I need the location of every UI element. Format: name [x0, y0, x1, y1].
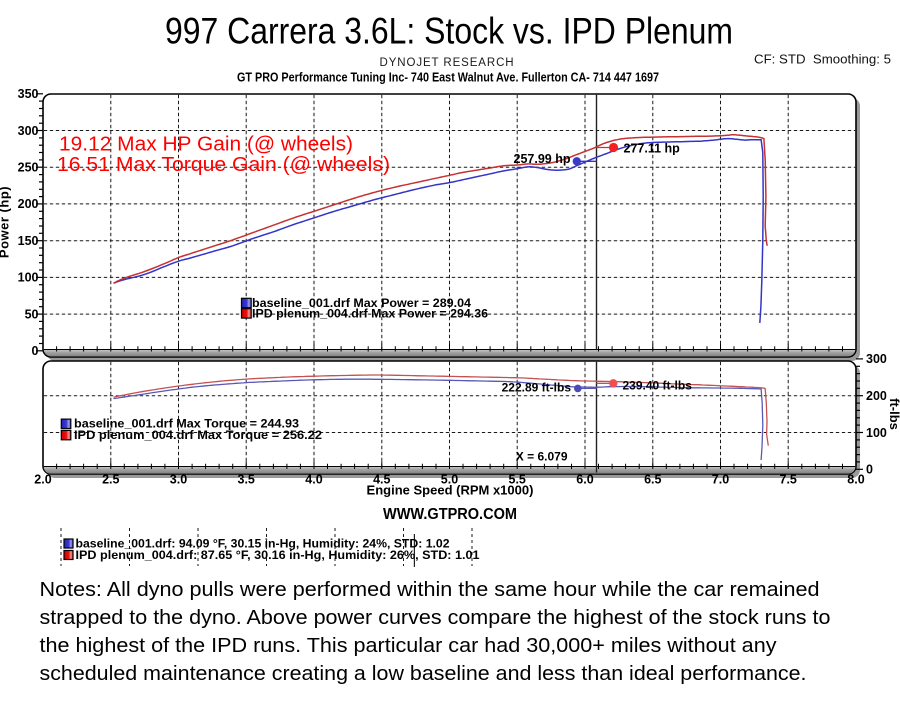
svg-text:350: 350: [18, 87, 39, 101]
svg-text:300: 300: [866, 352, 887, 366]
svg-text:DYNOJET RESEARCH: DYNOJET RESEARCH: [380, 57, 515, 69]
svg-text:277.11 hp: 277.11 hp: [624, 141, 681, 155]
svg-text:100: 100: [18, 271, 39, 285]
svg-text:scheduled maintenance creating: scheduled maintenance creating a low bas…: [40, 662, 807, 685]
svg-text:222.89 ft-lbs: 222.89 ft-lbs: [502, 380, 572, 394]
svg-text:IPD plenum_004.drf Max Torque: IPD plenum_004.drf Max Torque = 256.22: [74, 428, 322, 442]
svg-text:16.51 Max Torque Gain (@ wheel: 16.51 Max Torque Gain (@ wheels): [57, 154, 390, 176]
svg-text:ft-lbs: ft-lbs: [887, 398, 900, 430]
svg-text:5.5: 5.5: [509, 473, 526, 487]
svg-text:3.0: 3.0: [170, 473, 187, 487]
svg-text:WWW.GTPRO.COM: WWW.GTPRO.COM: [383, 506, 517, 523]
svg-text:239.40 ft-lbs: 239.40 ft-lbs: [623, 379, 693, 393]
svg-text:4.5: 4.5: [373, 473, 390, 487]
svg-text:200: 200: [866, 389, 887, 403]
svg-text:IPD plenum_004.drf Max Power =: IPD plenum_004.drf Max Power = 294.36: [252, 306, 488, 320]
svg-text:baseline_001.drf Max Power = 2: baseline_001.drf Max Power = 289.04: [252, 296, 471, 310]
svg-text:997 Carrera 3.6L: Stock vs. IP: 997 Carrera 3.6L: Stock vs. IPD Plenum: [165, 9, 733, 51]
svg-text:Notes: All dyno pulls were per: Notes: All dyno pulls were performed wit…: [40, 578, 820, 601]
svg-text:2.0: 2.0: [34, 473, 51, 487]
svg-text:strapped to the dyno. Above po: strapped to the dyno. Above power curves…: [40, 606, 831, 629]
svg-text:3.5: 3.5: [238, 473, 255, 487]
svg-text:100: 100: [866, 426, 887, 440]
svg-text:CF: STD Smoothing: 5: CF: STD Smoothing: 5: [754, 52, 891, 67]
svg-text:GT PRO Performance Tuning Inc-: GT PRO Performance Tuning Inc- 740 East …: [237, 70, 659, 85]
svg-text:IPD plenum_004.drf: 87.65 °F,: IPD plenum_004.drf: 87.65 °F, 30.16 in-H…: [76, 548, 480, 562]
svg-text:6.0: 6.0: [576, 473, 593, 487]
svg-text:50: 50: [25, 307, 39, 321]
svg-text:150: 150: [18, 234, 39, 248]
svg-text:200: 200: [18, 197, 39, 211]
svg-text:7.0: 7.0: [712, 473, 729, 487]
svg-text:300: 300: [18, 124, 39, 138]
svg-text:Engine Speed (RPM x1000): Engine Speed (RPM x1000): [367, 483, 534, 498]
svg-text:0: 0: [32, 344, 39, 358]
svg-text:Power (hp): Power (hp): [0, 186, 12, 258]
svg-text:X = 6.079: X = 6.079: [516, 450, 568, 464]
svg-text:250: 250: [18, 161, 39, 175]
svg-text:7.5: 7.5: [780, 473, 797, 487]
svg-text:baseline_001.drf Max Torque =: baseline_001.drf Max Torque = 244.93: [74, 417, 299, 431]
svg-text:baseline_001.drf: 94.09 °F, 30: baseline_001.drf: 94.09 °F, 30.15 in-Hg,…: [76, 537, 450, 551]
svg-text:4.0: 4.0: [305, 473, 322, 487]
svg-text:257.99 hp: 257.99 hp: [514, 152, 571, 166]
svg-text:0: 0: [866, 463, 873, 477]
svg-text:8.0: 8.0: [847, 473, 864, 487]
svg-text:the highest of the IPD runs. T: the highest of the IPD runs. This partic…: [40, 634, 778, 657]
svg-text:19.12 Max HP Gain (@ wheels): 19.12 Max HP Gain (@ wheels): [59, 134, 353, 156]
svg-text:6.5: 6.5: [644, 473, 661, 487]
svg-text:2.5: 2.5: [102, 473, 119, 487]
svg-text:5.0: 5.0: [441, 473, 458, 487]
